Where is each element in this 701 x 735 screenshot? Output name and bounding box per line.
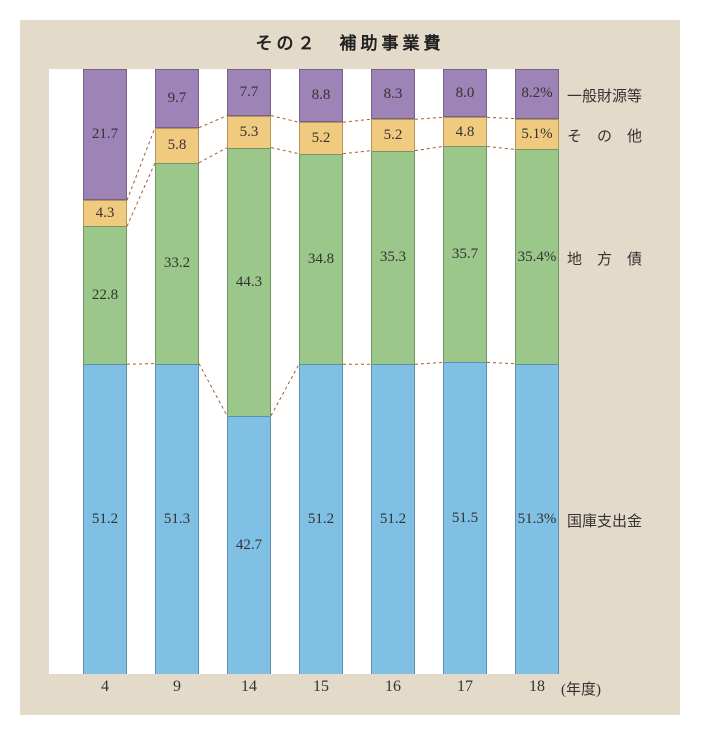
- bar-segment-sonota: 5.2: [371, 119, 415, 150]
- x-axis-label: 14: [227, 678, 271, 696]
- bar-col: 51.5 35.7 4.8 8.0: [443, 69, 487, 674]
- bar-segment-label: 7.7: [240, 84, 259, 101]
- bar-segment-label: 33.2: [164, 255, 190, 272]
- bar-segment-label: 42.7: [236, 537, 262, 554]
- x-axis-label: 17: [443, 678, 487, 696]
- bar-segment-label: 5.3: [240, 124, 259, 141]
- category-label-kokko: 国庫支出金: [567, 510, 642, 531]
- chart-title: その２ 補助事業費: [21, 29, 679, 54]
- bar-segment-ippan: 8.3: [371, 69, 415, 119]
- bar-col: 51.2 22.8 4.3 21.7: [83, 69, 127, 674]
- bar-segment-chihou: 33.2: [155, 163, 199, 364]
- x-axis-label: 9: [155, 678, 199, 696]
- bar-col: 42.7 44.3 5.3 7.7: [227, 69, 271, 674]
- bar-segment-chihou: 22.8: [83, 226, 127, 364]
- bar-segment-label: 35.3: [380, 249, 406, 266]
- bar-segment-label: 8.0: [456, 85, 475, 102]
- bar-segment-sonota: 4.8: [443, 117, 487, 146]
- bar-segment-kokko: 51.3%: [515, 364, 559, 674]
- chart-frame: その２ 補助事業費 51.2 22.8 4.3 21.7 51.3 33.2 5.8 9.7 4…: [20, 20, 680, 715]
- bar-segment-label: 4.3: [96, 205, 115, 222]
- bar-segment-kokko: 51.5: [443, 362, 487, 674]
- category-label-sonota: そ の 他: [567, 125, 642, 146]
- bar-segment-ippan: 21.7: [83, 69, 127, 200]
- bar-segment-label: 4.8: [456, 124, 475, 141]
- bar-segment-label: 5.2: [312, 130, 331, 147]
- bar-segment-label: 34.8: [308, 251, 334, 268]
- bar-segment-chihou: 34.8: [299, 154, 343, 365]
- bar-segment-label: 5.2: [384, 127, 403, 144]
- bar-segment-label: 51.2: [380, 511, 406, 528]
- bar-segment-ippan: 8.8: [299, 69, 343, 122]
- bar-segment-sonota: 5.1%: [515, 119, 559, 150]
- bar-segment-label: 22.8: [92, 287, 118, 304]
- bar-segment-kokko: 51.2: [83, 364, 127, 674]
- bar-segment-ippan: 9.7: [155, 69, 199, 128]
- bar-segment-label: 8.2%: [521, 85, 552, 102]
- bar-segment-chihou: 35.7: [443, 146, 487, 362]
- x-axis-label: 18: [515, 678, 559, 696]
- plot-area: 51.2 22.8 4.3 21.7 51.3 33.2 5.8 9.7 42.7 44.3 5.3…: [49, 69, 559, 674]
- bar-segment-kokko: 51.2: [371, 364, 415, 674]
- bar-segment-label: 51.5: [452, 510, 478, 527]
- bar-segment-label: 8.8: [312, 87, 331, 104]
- category-label-ippan: 一般財源等: [567, 85, 642, 106]
- bar-segment-sonota: 5.3: [227, 116, 271, 148]
- bar-segment-kokko: 42.7: [227, 416, 271, 674]
- x-axis-label: 15: [299, 678, 343, 696]
- category-label-chihou: 地 方 債: [567, 248, 642, 269]
- bar-col: 51.3% 35.4% 5.1% 8.2%: [515, 69, 559, 674]
- bar-segment-label: 21.7: [92, 126, 118, 143]
- bar-segment-label: 51.2: [92, 511, 118, 528]
- bar-segment-kokko: 51.3: [155, 364, 199, 674]
- bar-segment-label: 51.3: [164, 511, 190, 528]
- x-axis-label: 16: [371, 678, 415, 696]
- bar-segment-label: 5.8: [168, 137, 187, 154]
- bar-segment-kokko: 51.2: [299, 364, 343, 674]
- bar-segment-label: 35.4%: [518, 249, 557, 266]
- bar-segment-sonota: 4.3: [83, 200, 127, 226]
- bar-segment-chihou: 35.3: [371, 151, 415, 365]
- bar-segment-sonota: 5.2: [299, 122, 343, 153]
- bar-segment-chihou: 44.3: [227, 148, 271, 416]
- x-axis-label: 4: [83, 678, 127, 696]
- bar-segment-label: 51.3%: [518, 511, 557, 528]
- bar-segment-chihou: 35.4%: [515, 149, 559, 363]
- bar-col: 51.2 35.3 5.2 8.3: [371, 69, 415, 674]
- bar-segment-label: 44.3: [236, 274, 262, 291]
- bar-segment-ippan: 8.0: [443, 69, 487, 117]
- bar-segment-sonota: 5.8: [155, 128, 199, 163]
- bar-segment-label: 35.7: [452, 246, 478, 263]
- bar-col: 51.3 33.2 5.8 9.7: [155, 69, 199, 674]
- bar-segment-label: 9.7: [168, 90, 187, 107]
- bar-segment-ippan: 8.2%: [515, 69, 559, 119]
- bar-segment-label: 8.3: [384, 86, 403, 103]
- bar-segment-label: 5.1%: [521, 126, 552, 143]
- bar-col: 51.2 34.8 5.2 8.8: [299, 69, 343, 674]
- x-axis-unit: (年度): [561, 678, 601, 699]
- bar-segment-ippan: 7.7: [227, 69, 271, 116]
- bar-segment-label: 51.2: [308, 511, 334, 528]
